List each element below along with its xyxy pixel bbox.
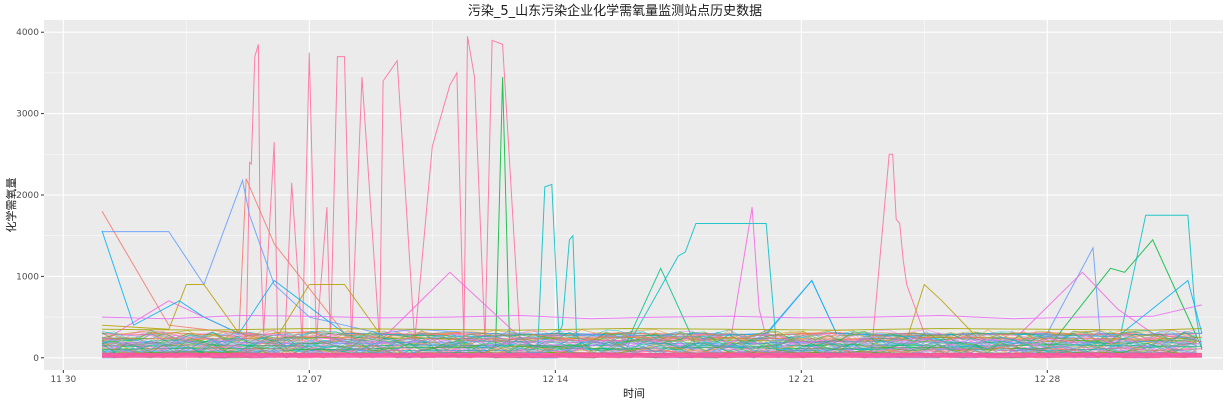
dense-series-line (101, 341, 1197, 354)
dense-data-band (101, 329, 1202, 359)
x-tick-label: 11 30 (50, 375, 76, 385)
y-tick-label: 1000 (16, 272, 39, 282)
dense-series-line (101, 334, 1197, 347)
chart-title: 污染_5_山东污染企业化学需氧量监测站点历史数据 (468, 3, 762, 19)
dense-band-base (101, 352, 1202, 358)
series-line-13 (101, 327, 1202, 331)
dense-series-line (101, 334, 1197, 347)
series-line-7 (101, 283, 1202, 343)
y-axis-title: 化学需氧量 (4, 178, 18, 233)
dense-series-line (101, 339, 1197, 352)
series-line-5 (101, 183, 1203, 352)
x-tick-label: 12 28 (1034, 375, 1060, 385)
y-tick-label: 4000 (16, 28, 39, 38)
y-tick-label: 2000 (16, 191, 39, 201)
dense-series-line (101, 329, 1197, 343)
x-axis-title: 时间 (623, 387, 645, 400)
y-axis: 0 1000 2000 3000 4000 (16, 28, 44, 364)
dense-series-line (101, 341, 1197, 354)
series-line-12 (101, 304, 1203, 320)
x-tick-label: 12 07 (296, 375, 322, 385)
x-axis: 11 30 12 07 12 14 12 21 12 28 (50, 370, 1060, 385)
x-tick-label: 12 21 (788, 375, 814, 385)
x-tick-label: 12 14 (542, 375, 568, 385)
y-tick-label: 3000 (16, 110, 39, 120)
y-tick-label: 0 (33, 354, 39, 364)
